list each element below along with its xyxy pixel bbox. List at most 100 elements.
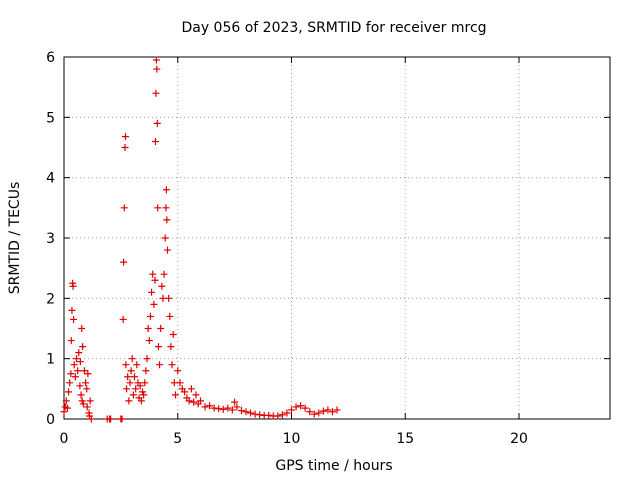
data-point-plus-marker — [120, 204, 128, 212]
data-point-plus-marker — [77, 391, 85, 399]
data-point-plus-marker — [190, 398, 198, 406]
data-point-plus-marker — [297, 402, 305, 410]
data-point-plus-marker — [153, 119, 161, 127]
data-point-plus-marker — [121, 144, 129, 151]
data-point-plus-marker — [167, 343, 175, 351]
data-points — [60, 56, 341, 423]
data-point-plus-marker — [158, 282, 166, 290]
data-point-plus-marker — [164, 246, 172, 254]
data-point-plus-marker — [78, 397, 86, 405]
data-point-plus-marker — [133, 361, 141, 369]
x-axis-label: GPS time / hours — [275, 458, 392, 474]
data-point-plus-marker — [168, 361, 176, 369]
data-point-plus-marker — [141, 379, 149, 387]
data-point-plus-marker — [118, 415, 126, 423]
data-point-plus-marker — [69, 282, 77, 290]
data-point-plus-marker — [140, 391, 148, 399]
data-point-plus-marker — [231, 398, 239, 406]
data-point-plus-marker — [78, 325, 86, 332]
data-point-plus-marker — [324, 406, 332, 414]
data-point-plus-marker — [143, 355, 151, 363]
y-tick-label: 3 — [46, 231, 55, 247]
series-srmtid — [60, 56, 341, 423]
data-point-plus-marker — [132, 385, 140, 393]
data-point-plus-marker — [86, 397, 94, 405]
data-point-plus-marker — [310, 410, 318, 418]
data-point-plus-marker — [70, 315, 78, 323]
data-point-plus-marker — [62, 397, 70, 405]
data-point-plus-marker — [70, 361, 78, 369]
data-point-plus-marker — [80, 367, 88, 375]
y-tick-label: 5 — [46, 110, 55, 126]
axis-ticks: 0 5 10 15 20 0 1 2 3 4 5 6 — [46, 50, 610, 447]
data-point-plus-marker — [333, 406, 341, 414]
data-point-plus-marker — [219, 405, 227, 413]
data-point-plus-marker — [79, 343, 87, 351]
data-point-plus-marker — [73, 355, 81, 363]
data-point-plus-marker — [82, 379, 90, 387]
data-point-plus-marker — [306, 408, 314, 416]
data-point-plus-marker — [145, 337, 153, 345]
data-point-plus-marker — [131, 373, 139, 381]
data-point-plus-marker — [251, 410, 259, 418]
data-point-plus-marker — [201, 403, 209, 411]
data-point-plus-marker — [129, 391, 137, 399]
data-point-plus-marker — [137, 397, 145, 405]
data-point-plus-marker — [157, 325, 165, 332]
data-point-plus-marker — [228, 406, 236, 414]
data-point-plus-marker — [83, 385, 91, 393]
data-point-plus-marker — [74, 367, 82, 375]
y-tick-label: 1 — [46, 352, 55, 368]
data-point-plus-marker — [163, 216, 171, 224]
data-point-plus-marker — [144, 325, 152, 332]
data-point-plus-marker — [160, 270, 168, 278]
data-point-plus-marker — [185, 397, 193, 405]
data-point-plus-marker — [65, 388, 73, 396]
data-point-plus-marker — [174, 367, 182, 375]
data-point-plus-marker — [328, 408, 336, 416]
y-tick-label: 6 — [46, 50, 55, 66]
data-point-plus-marker — [154, 204, 162, 212]
data-point-plus-marker — [68, 306, 76, 314]
data-point-plus-marker — [197, 397, 204, 405]
data-point-plus-marker — [165, 294, 173, 302]
data-point-plus-marker — [151, 276, 159, 284]
data-point-plus-marker — [75, 349, 83, 357]
data-point-plus-marker — [87, 415, 95, 423]
y-tick-label: 4 — [46, 171, 55, 187]
data-point-plus-marker — [224, 404, 232, 412]
data-point-plus-marker — [136, 382, 144, 390]
data-point-plus-marker — [192, 391, 200, 399]
data-point-plus-marker — [124, 373, 132, 381]
data-point-plus-marker — [301, 404, 309, 412]
data-point-plus-marker — [210, 404, 218, 412]
data-point-plus-marker — [76, 382, 84, 390]
data-point-plus-marker — [122, 361, 130, 369]
data-point-plus-marker — [288, 406, 295, 414]
x-tick-label: 10 — [283, 431, 301, 447]
data-point-plus-marker — [315, 409, 323, 417]
data-point-plus-marker — [161, 234, 169, 242]
y-tick-label: 0 — [46, 412, 55, 428]
data-point-plus-marker — [142, 367, 150, 375]
data-point-plus-marker — [123, 385, 131, 393]
data-point-plus-marker — [176, 379, 184, 387]
data-point-plus-marker — [319, 407, 327, 415]
data-point-plus-marker — [79, 400, 87, 408]
data-point-plus-marker — [76, 358, 84, 366]
data-point-plus-marker — [150, 300, 158, 308]
data-point-plus-marker — [151, 137, 159, 145]
data-point-plus-marker — [125, 397, 133, 405]
data-point-plus-marker — [119, 315, 127, 323]
data-point-plus-marker — [146, 312, 154, 320]
data-point-plus-marker — [154, 343, 162, 351]
data-point-plus-marker — [162, 186, 170, 194]
data-point-plus-marker — [107, 415, 115, 423]
data-point-plus-marker — [247, 409, 255, 417]
x-tick-label: 5 — [173, 431, 182, 447]
data-point-plus-marker — [67, 370, 75, 378]
x-tick-label: 20 — [510, 431, 528, 447]
x-tick-label: 0 — [60, 431, 69, 447]
grid-lines — [64, 57, 610, 419]
